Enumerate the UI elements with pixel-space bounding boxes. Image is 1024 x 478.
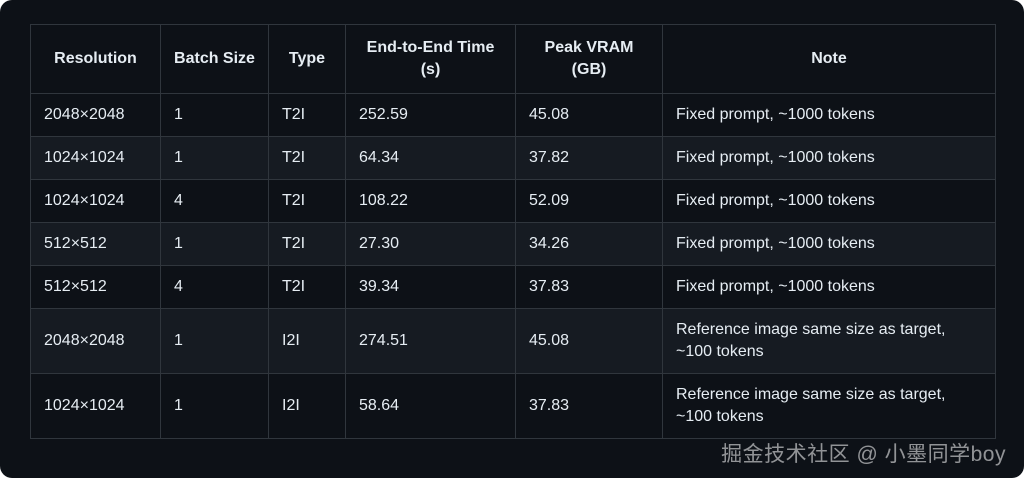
cell-peak-vram: 45.08: [515, 93, 663, 137]
cell-type: T2I: [268, 222, 346, 266]
cell-end-to-end-time: 252.59: [345, 93, 516, 137]
cell-batch-size: 1: [160, 222, 269, 266]
cell-resolution: 1024×1024: [30, 136, 161, 180]
cell-resolution: 1024×1024: [30, 179, 161, 223]
cell-note: Fixed prompt, ~1000 tokens: [662, 93, 996, 137]
cell-batch-size: 1: [160, 308, 269, 374]
cell-resolution: 512×512: [30, 222, 161, 266]
table-row: 2048×2048 1 T2I 252.59 45.08 Fixed prompt, ~1…: [30, 93, 996, 137]
table-row: 1024×1024 1 T2I 64.34 37.82 Fixed prompt, ~10…: [30, 136, 996, 180]
cell-note: Fixed prompt, ~1000 tokens: [662, 265, 996, 309]
cell-resolution: 2048×2048: [30, 93, 161, 137]
cell-type: T2I: [268, 93, 346, 137]
cell-end-to-end-time: 64.34: [345, 136, 516, 180]
watermark: 掘金技术社区 @ 小墨同学boy: [721, 443, 1006, 466]
column-header: Type: [268, 24, 346, 94]
cell-end-to-end-time: 27.30: [345, 222, 516, 266]
cell-note: Fixed prompt, ~1000 tokens: [662, 222, 996, 266]
table-body: 2048×2048 1 T2I 252.59 45.08 Fixed prompt, ~1…: [30, 93, 996, 439]
table-row: 1024×1024 1 I2I 58.64 37.83 Reference image s…: [30, 373, 996, 439]
column-header: Peak VRAM (GB): [515, 24, 663, 94]
cell-type: I2I: [268, 373, 346, 439]
cell-batch-size: 1: [160, 136, 269, 180]
column-header: Note: [662, 24, 996, 94]
cell-end-to-end-time: 108.22: [345, 179, 516, 223]
table-row: 2048×2048 1 I2I 274.51 45.08 Reference image …: [30, 308, 996, 374]
cell-peak-vram: 37.82: [515, 136, 663, 180]
cell-resolution: 2048×2048: [30, 308, 161, 374]
cell-resolution: 512×512: [30, 265, 161, 309]
cell-batch-size: 4: [160, 265, 269, 309]
cell-end-to-end-time: 39.34: [345, 265, 516, 309]
cell-peak-vram: 52.09: [515, 179, 663, 223]
column-header: Batch Size: [160, 24, 269, 94]
cell-type: T2I: [268, 265, 346, 309]
cell-peak-vram: 45.08: [515, 308, 663, 374]
cell-type: I2I: [268, 308, 346, 374]
cell-peak-vram: 37.83: [515, 373, 663, 439]
cell-peak-vram: 37.83: [515, 265, 663, 309]
cell-end-to-end-time: 58.64: [345, 373, 516, 439]
cell-type: T2I: [268, 179, 346, 223]
cell-type: T2I: [268, 136, 346, 180]
table-row: 512×512 1 T2I 27.30 34.26 Fixed prompt, ~1000…: [30, 222, 996, 266]
table-header-row: Resolution Batch Size Type End-to-End Time …: [30, 24, 996, 94]
cell-peak-vram: 34.26: [515, 222, 663, 266]
table-row: 512×512 4 T2I 39.34 37.83 Fixed prompt, ~1000…: [30, 265, 996, 309]
cell-batch-size: 1: [160, 93, 269, 137]
column-header: Resolution: [30, 24, 161, 94]
cell-note: Fixed prompt, ~1000 tokens: [662, 136, 996, 180]
cell-end-to-end-time: 274.51: [345, 308, 516, 374]
table-row: 1024×1024 4 T2I 108.22 52.09 Fixed prompt, ~1…: [30, 179, 996, 223]
cell-batch-size: 1: [160, 373, 269, 439]
cell-batch-size: 4: [160, 179, 269, 223]
cell-note: Reference image same size as target, ~10…: [662, 308, 996, 374]
cell-note: Fixed prompt, ~1000 tokens: [662, 179, 996, 223]
benchmark-table: Resolution Batch Size Type End-to-End Time …: [30, 24, 996, 439]
cell-note: Reference image same size as target, ~10…: [662, 373, 996, 439]
cell-resolution: 1024×1024: [30, 373, 161, 439]
column-header: End-to-End Time (s): [345, 24, 516, 94]
